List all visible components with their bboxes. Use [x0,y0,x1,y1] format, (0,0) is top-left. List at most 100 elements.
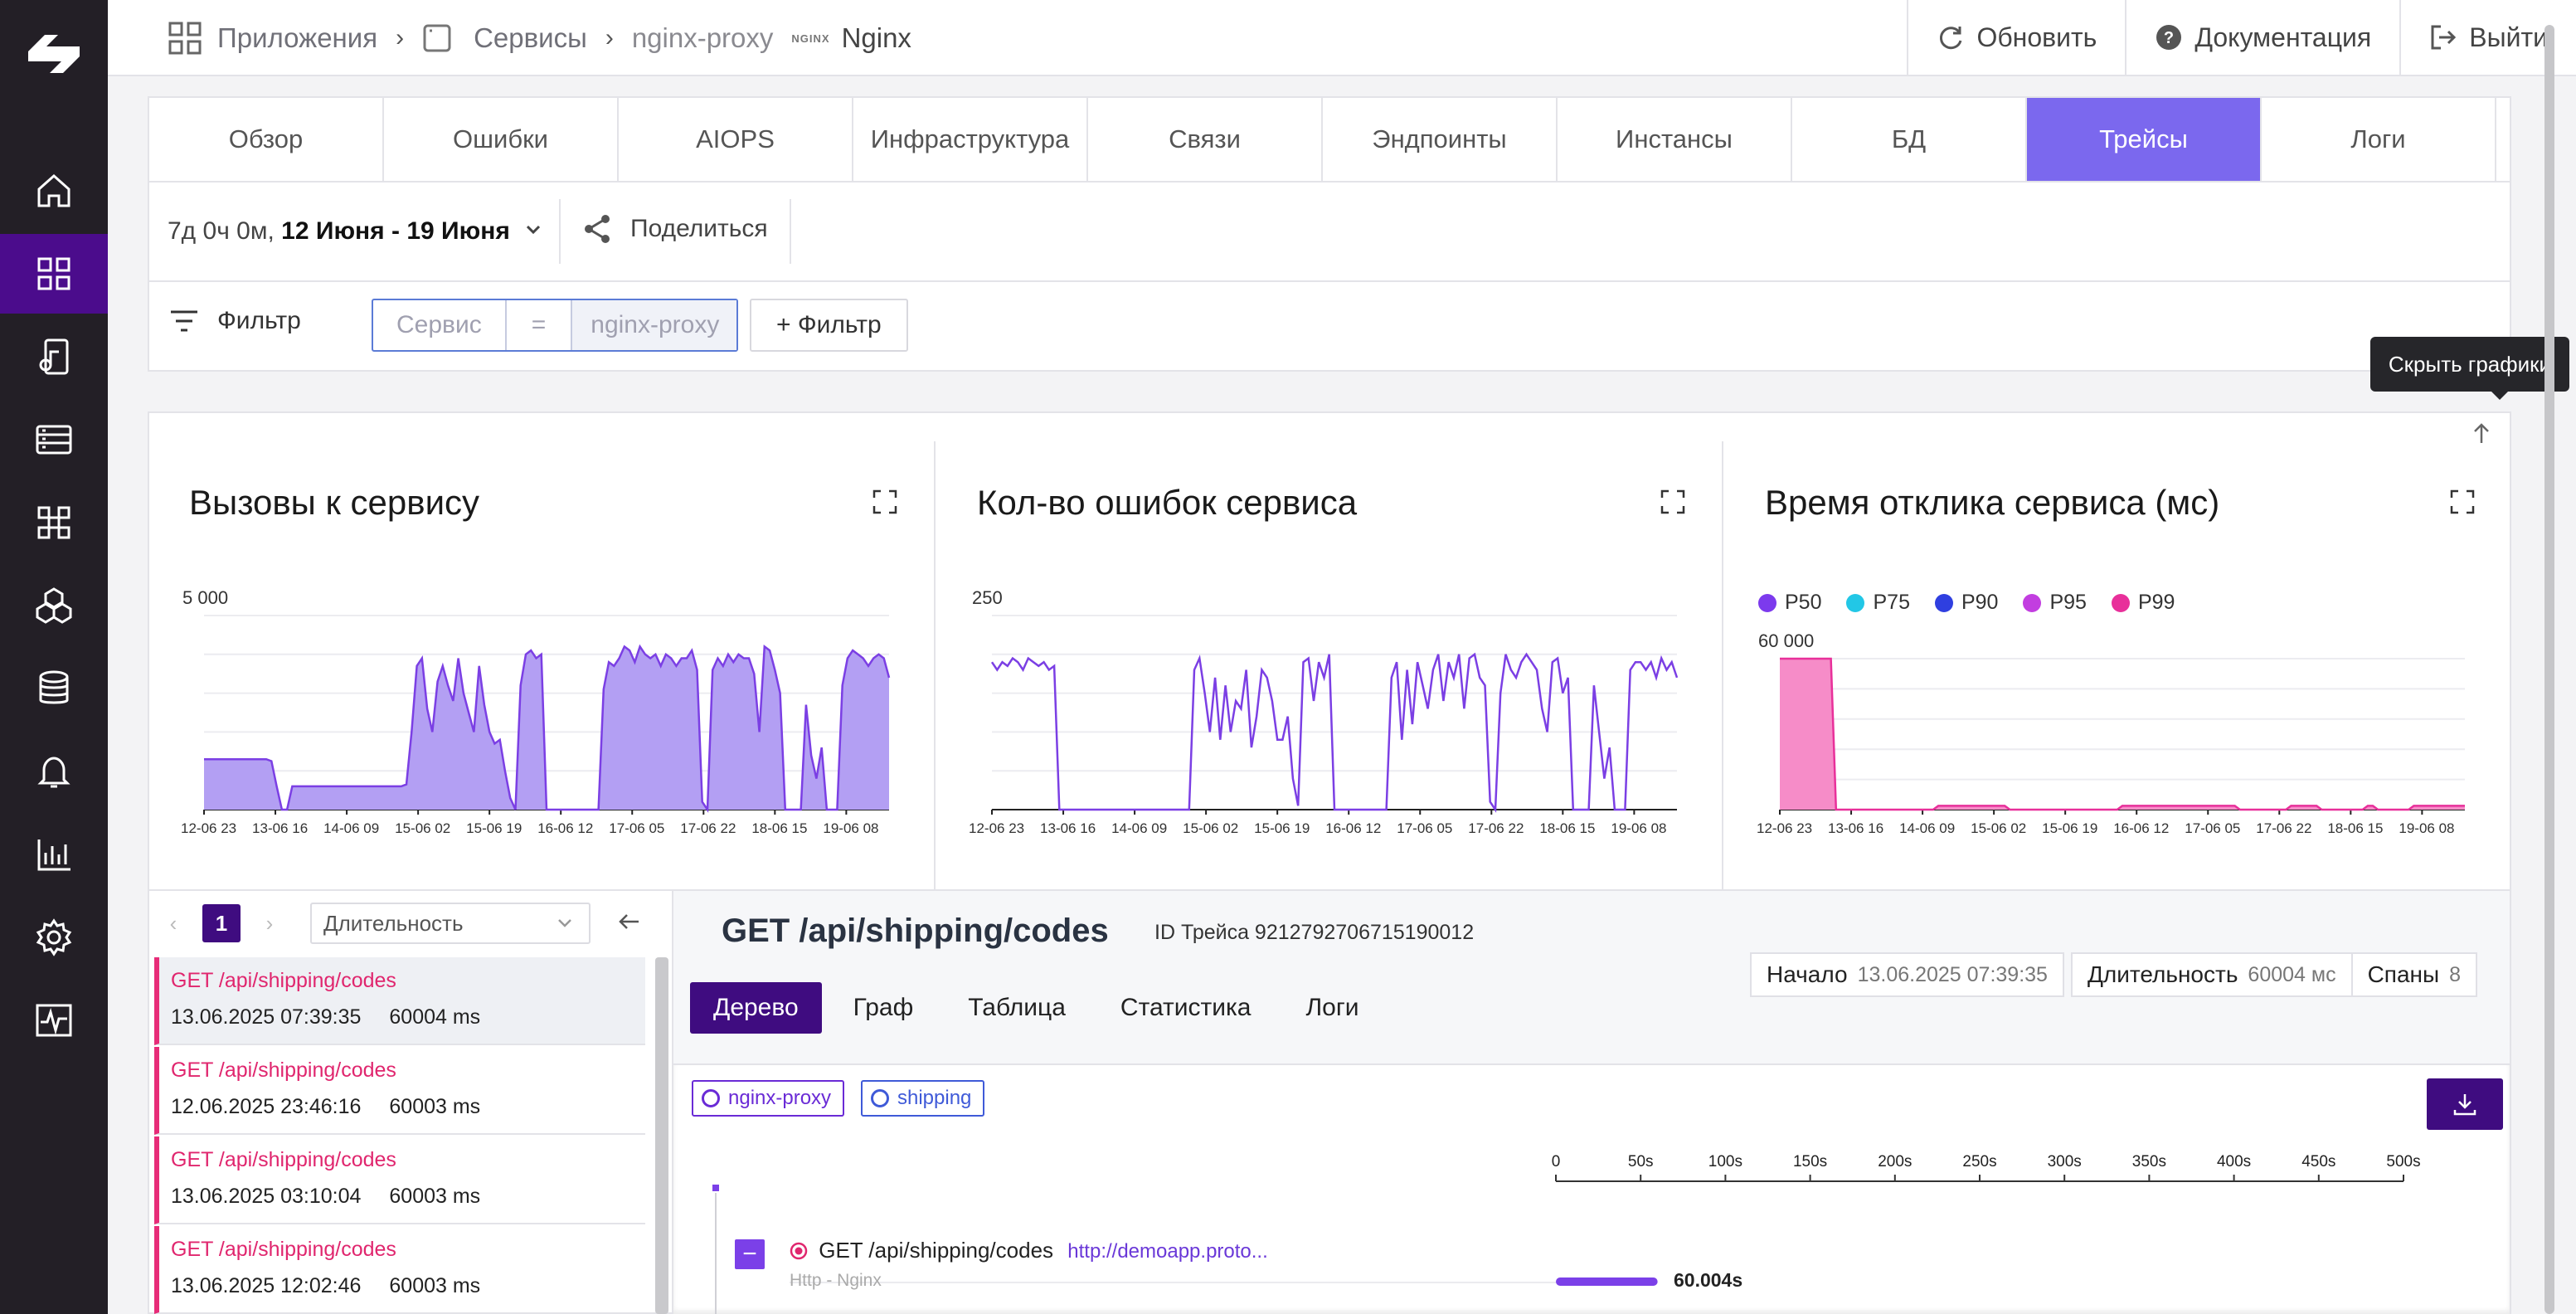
expand-icon[interactable] [872,489,897,514]
logout-button[interactable]: Выйти [2399,0,2576,75]
tab-statistics[interactable]: Статистика [1120,994,1252,1021]
x-tick-label: 13-06 16 [1828,820,1883,836]
charts-panel: Вызовы к сервису 5 000 12-06 23 13-06 16 14… [148,411,2511,891]
trace-list-item[interactable]: GET /api/shipping/codes 12.06.2025 23:46… [154,1047,645,1135]
duration-chip: Длительность 60004 мс [2070,952,2353,997]
series-area [204,646,889,810]
tab-infrastructure[interactable]: Инфраструктура [853,98,1088,181]
legend-item[interactable]: P95 [2023,591,2087,615]
trace-name: GET /api/shipping/codes [171,969,396,992]
calls-chart: Вызовы к сервису 5 000 12-06 23 13-06 16 14… [149,441,936,889]
server-list-icon [36,425,72,455]
calls-chart-plot: 5 000 12-06 23 13-06 16 14-06 09 15-06 02 15-… [181,587,891,836]
filter-operator[interactable]: = [504,300,573,350]
x-tick-label: 18-06 15 [2327,820,2383,836]
date-duration: 7д 0ч 0м, [168,217,275,245]
error-status-icon [790,1242,808,1260]
filter-value-input[interactable]: nginx-proxy [572,300,737,350]
tab-errors[interactable]: Ошибки [384,98,619,181]
breadcrumb-services[interactable]: Сервисы [474,22,587,53]
timeline-label: 150s [1793,1153,1827,1170]
next-page-icon[interactable]: › [265,910,274,936]
legend-item[interactable]: P90 [1934,591,1998,615]
breadcrumb-service[interactable]: nginx-proxy [631,22,774,53]
tab-db[interactable]: БД [1792,98,2027,181]
x-tick-label: 13-06 16 [252,820,308,836]
tab-overview[interactable]: Обзор [149,98,384,181]
help-icon: ? [2156,25,2182,50]
timeline-label: 300s [2048,1153,2082,1170]
start-chip: Начало 13.06.2025 07:39:35 [1750,952,2064,997]
apps-grid-icon [37,257,70,290]
legend-item[interactable]: P99 [2111,591,2175,615]
nav-home[interactable] [0,151,108,231]
tab-table[interactable]: Таблица [968,994,1066,1021]
trace-list-item[interactable]: GET /api/shipping/codes 13.06.2025 03:10… [154,1136,645,1224]
timeline-label: 450s [2301,1153,2335,1170]
share-button[interactable]: Поделиться [581,212,768,246]
legend-item[interactable]: P75 [1846,591,1910,615]
nav-topology[interactable] [0,566,108,645]
chevron-right-icon: › [605,24,614,51]
nav-monitoring[interactable] [0,981,108,1060]
prev-page-icon[interactable]: ‹ [169,910,177,936]
nav-databases[interactable] [0,649,108,728]
collapse-span-button[interactable]: − [735,1239,765,1269]
span-row[interactable]: GET /api/shipping/codes http://demoapp.p… [790,1238,1268,1263]
trace-list-item[interactable]: GET /api/shipping/codes 13.06.2025 07:39… [154,957,645,1045]
tab-tree[interactable]: Дерево [690,982,822,1034]
tab-aiops[interactable]: AIOPS [619,98,853,181]
list-scrollbar[interactable] [655,957,668,1314]
chevron-down-icon [558,919,571,927]
nav-reports[interactable] [0,815,108,894]
bell-icon [37,757,70,788]
x-tick-label: 15-06 02 [395,820,450,836]
trace-meta: 13.06.2025 12:02:46 60003 ms [171,1274,481,1297]
divider [559,199,561,264]
filter-toggle[interactable]: Фильтр [169,307,301,335]
chart-title: Вызовы к сервису [189,483,480,522]
expand-icon[interactable] [1660,489,1685,514]
service-tag-shipping[interactable]: shipping [861,1080,985,1117]
tab-instances[interactable]: Инстансы [1558,98,1792,181]
arrow-up-icon[interactable] [2465,416,2498,450]
trace-list-item[interactable]: GET /api/shipping/codes 13.06.2025 12:02… [154,1226,645,1314]
x-tick-label: 17-06 05 [2185,820,2240,836]
breadcrumb-apps[interactable]: Приложения [217,22,378,53]
nav-integrations[interactable] [0,483,108,562]
sort-select[interactable]: Длительность [310,903,591,944]
tab-endpoints[interactable]: Эндпоинты [1323,98,1558,181]
filter-icon [171,310,197,332]
refresh-button[interactable]: Обновить [1907,0,2125,75]
nav-alerts[interactable] [0,732,108,811]
span-subtitle: Http - Nginx [790,1271,882,1290]
tab-connections[interactable]: Связи [1088,98,1323,181]
download-button[interactable] [2427,1078,2503,1130]
x-tick-label: 17-06 22 [680,820,736,836]
tab-traces[interactable]: Трейсы [2027,98,2262,181]
service-tag-nginx-proxy[interactable]: nginx-proxy [692,1080,845,1117]
nav-apps[interactable] [0,234,108,314]
date-range: 12 Июня - 19 Июня [281,217,510,245]
nav-devices[interactable] [0,317,108,397]
tab-graph[interactable]: Граф [853,994,914,1021]
expand-icon[interactable] [2450,489,2475,514]
docs-button[interactable]: ? Документация [2125,0,2399,75]
date-range-picker[interactable]: 7д 0ч 0м, 12 Июня - 19 Июня [168,217,510,246]
arrow-left-icon[interactable] [615,908,644,936]
filter-label: Фильтр [217,307,301,334]
chevron-down-icon[interactable] [521,217,546,242]
tab-trace-logs[interactable]: Логи [1305,994,1359,1021]
current-page[interactable]: 1 [202,904,241,942]
timeline-label: 100s [1708,1153,1742,1170]
tab-logs[interactable]: Логи [2262,98,2496,181]
legend-item[interactable]: P50 [1758,591,1821,615]
service-ring-icon [702,1089,720,1107]
add-filter-button[interactable]: + Фильтр [750,299,908,352]
nav-servers[interactable] [0,400,108,479]
span-url[interactable]: http://demoapp.proto... [1067,1240,1268,1263]
nav-settings[interactable] [0,898,108,977]
page-scrollbar[interactable] [2544,25,2554,1314]
logo-icon[interactable] [25,27,83,81]
filter-field-input[interactable]: Сервис [396,311,482,338]
